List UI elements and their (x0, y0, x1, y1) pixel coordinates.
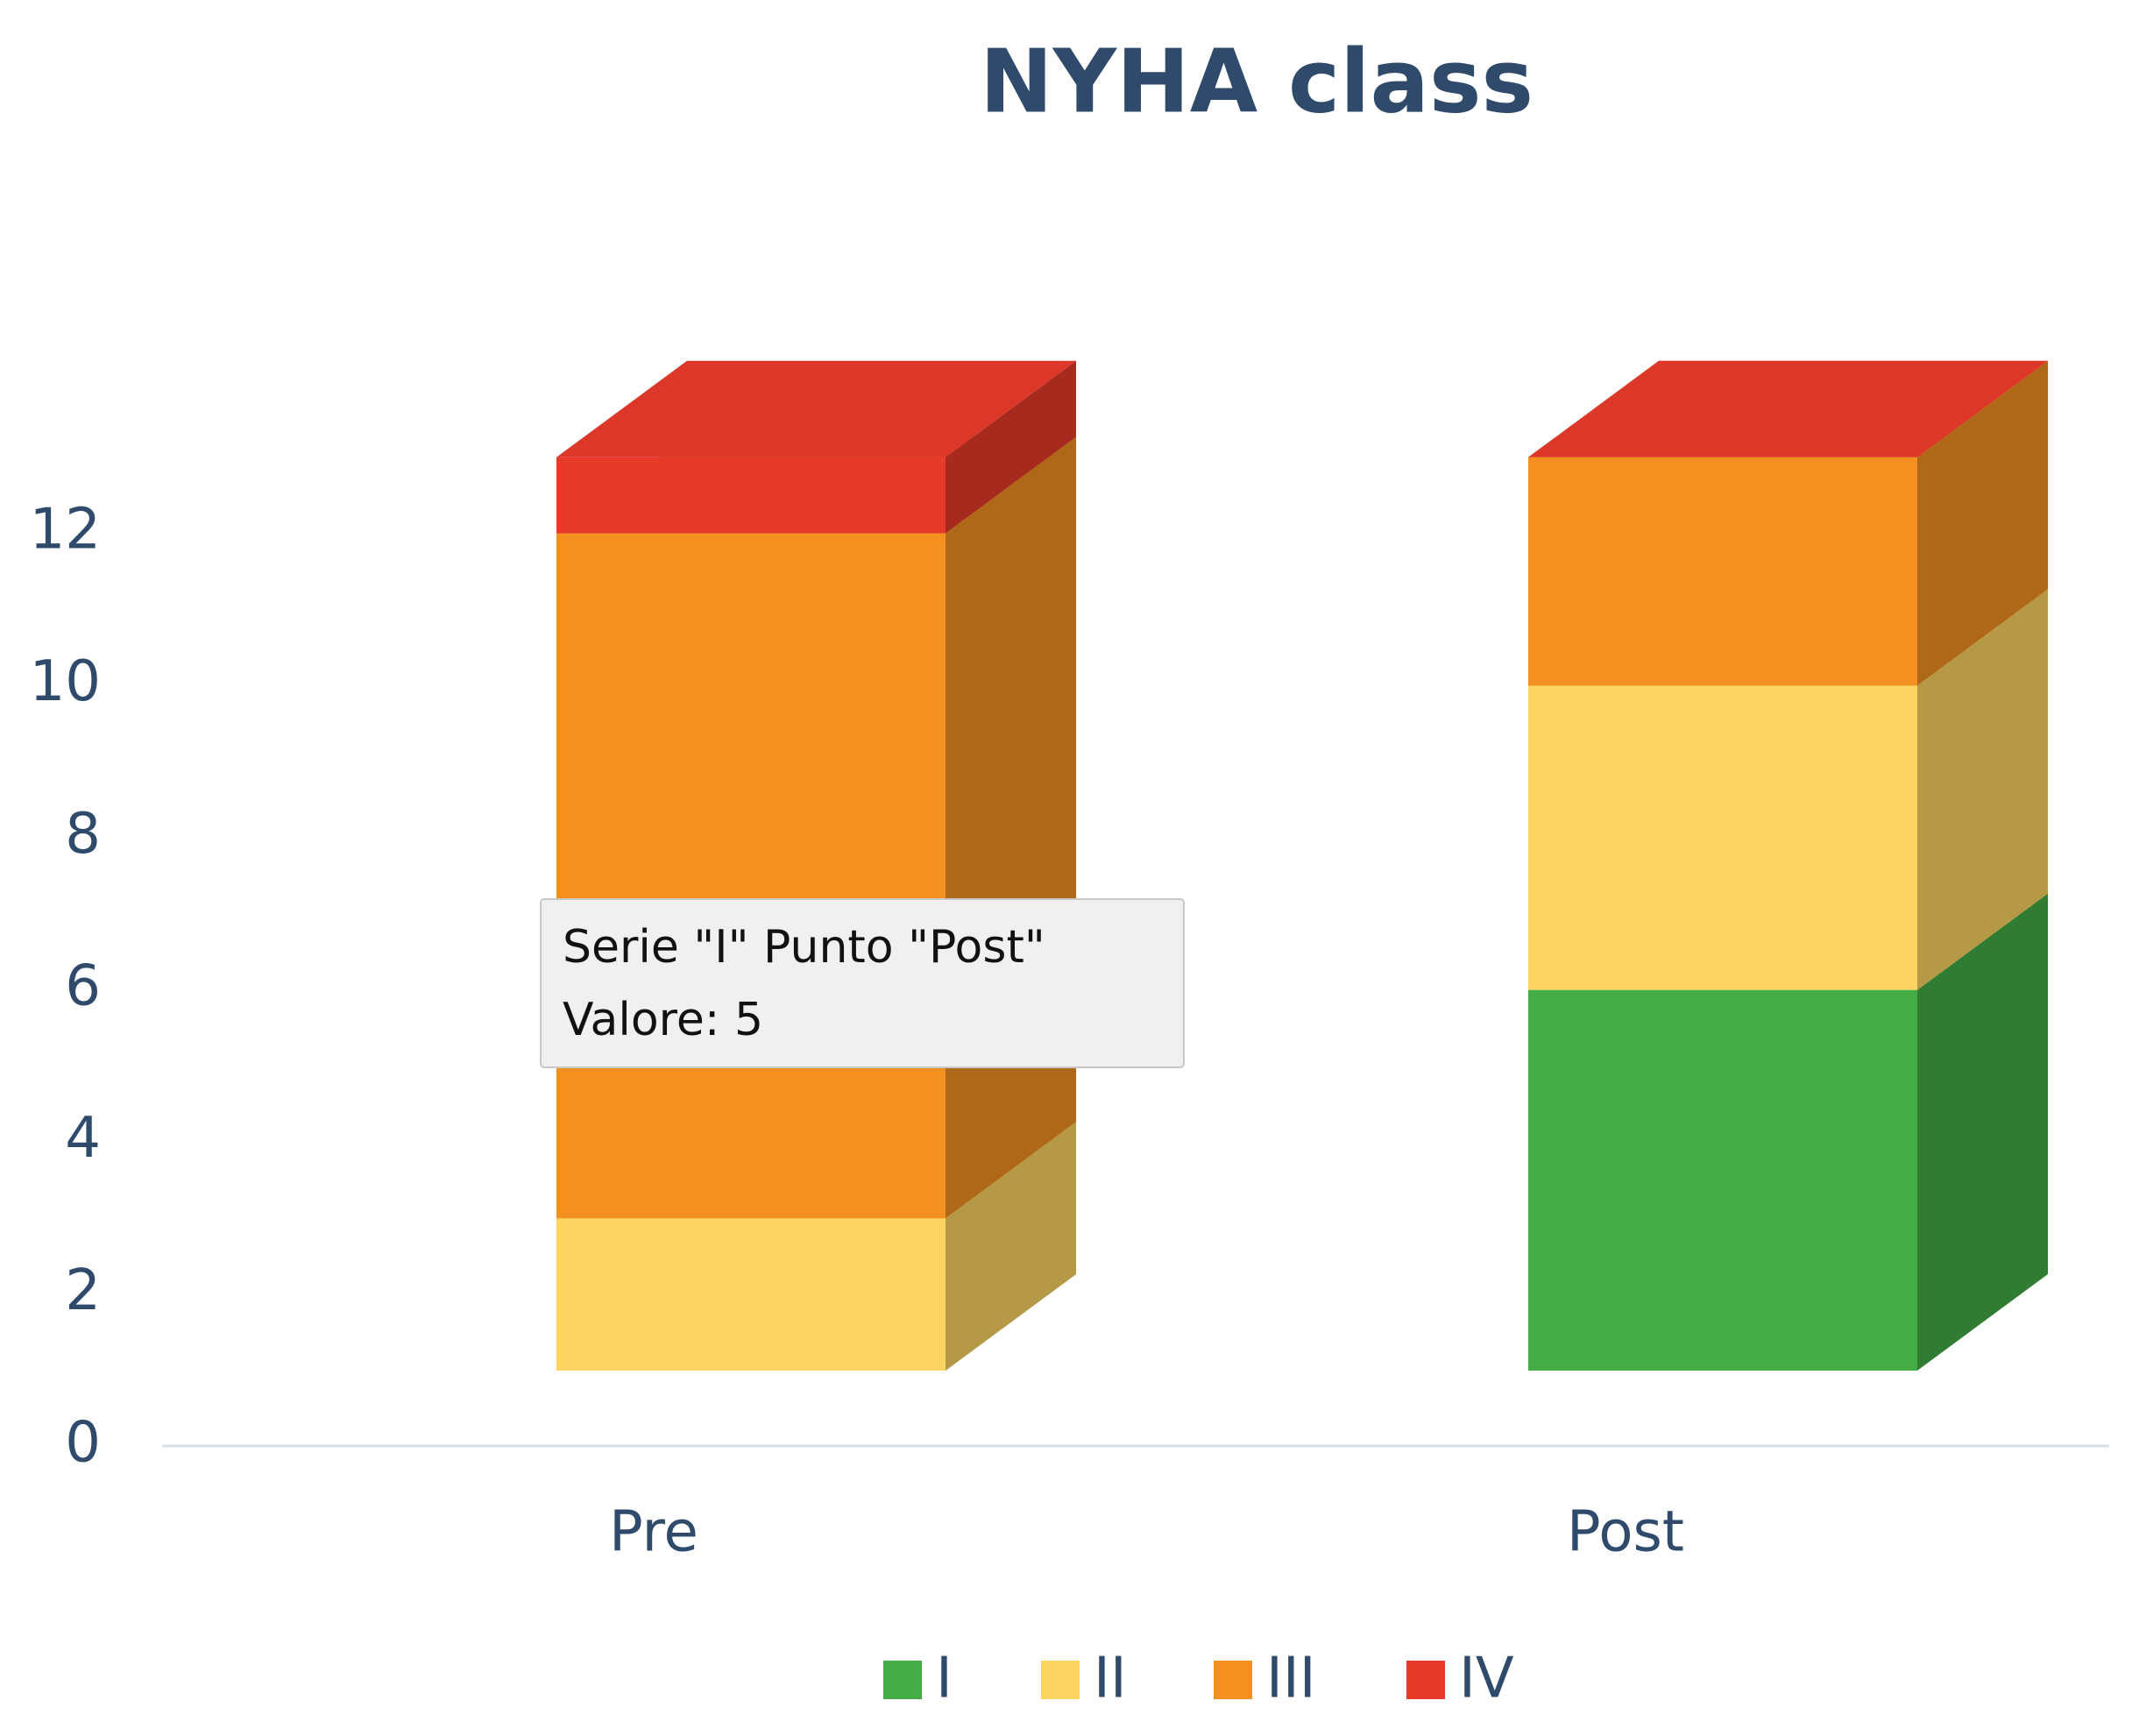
plot-area (556, 360, 2048, 1371)
legend-swatch (1406, 1661, 1445, 1699)
bar-segment (556, 360, 1076, 534)
bar-front (1528, 457, 1917, 686)
bar-top (1528, 360, 2048, 457)
bar-front (556, 533, 946, 1219)
bar-side (946, 436, 1076, 1219)
bar-top (556, 360, 1076, 457)
y-tick-label: 0 (65, 1411, 101, 1476)
bar-front (1528, 685, 1917, 990)
legend-label: I (936, 1647, 953, 1711)
bar-segment (556, 436, 1076, 1219)
bar-front (1528, 989, 1917, 1371)
bar-side (1917, 893, 2048, 1371)
tooltip-line: Serie "I" Punto "Post" (563, 921, 1045, 974)
legend-swatch (883, 1661, 922, 1699)
y-tick-label: 4 (65, 1106, 101, 1171)
legend-swatch (1214, 1661, 1252, 1699)
legend: I II III IV (883, 1647, 1514, 1711)
bar-side (946, 1122, 1076, 1371)
y-tick-label: 10 (30, 649, 101, 714)
y-tick-label: 6 (65, 953, 101, 1018)
bar-front (556, 457, 946, 534)
bar-side (946, 360, 1076, 534)
legend-label: IV (1459, 1647, 1514, 1711)
tooltip-line: Valore: 5 (563, 994, 763, 1046)
x-tick-label: Pre (609, 1500, 698, 1565)
tooltip-box (540, 898, 1185, 1068)
x-tick-label: Post (1567, 1500, 1684, 1565)
tooltip: Serie "I" Punto "Post" Valore: 5 (540, 898, 1185, 1068)
y-tick-label: 8 (65, 802, 101, 867)
legend-label: II (1094, 1647, 1127, 1711)
bar-front (556, 1218, 946, 1371)
legend-swatch (1041, 1661, 1080, 1699)
y-tick-label: 12 (30, 497, 101, 562)
bar-segment (1528, 360, 2048, 457)
chart-title: NYHA class (980, 30, 1533, 132)
y-tick-label: 2 (65, 1258, 101, 1323)
legend-label: III (1266, 1647, 1316, 1711)
bar-side (1917, 360, 2048, 686)
bar-side (1917, 589, 2048, 990)
